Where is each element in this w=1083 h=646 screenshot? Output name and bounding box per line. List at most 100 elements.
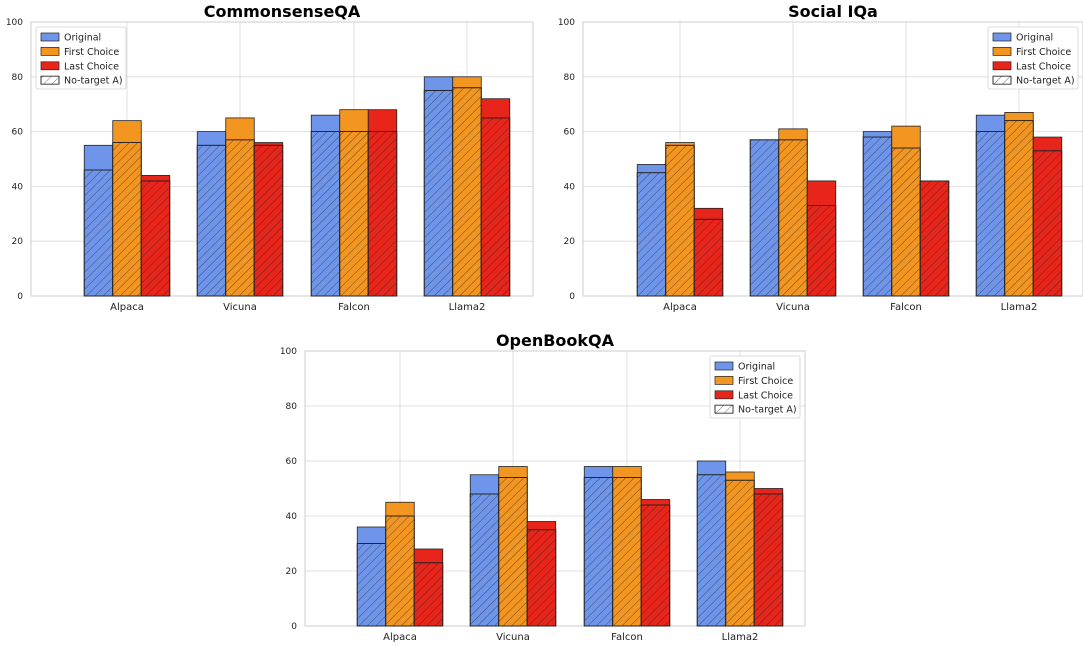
x-tick-label: Falcon <box>338 302 370 313</box>
x-tick-label: Falcon <box>611 632 643 643</box>
bar-first-choice-no-target <box>452 87 482 297</box>
bar-last-choice-no-target <box>640 504 671 627</box>
bar-first-choice-no-target <box>891 147 921 297</box>
legend-label: Original <box>738 362 775 373</box>
bar-last-choice-no-target <box>753 493 784 627</box>
legend-swatch-hatch <box>40 75 60 85</box>
x-tick-label: Llama2 <box>722 632 759 643</box>
bar-first-choice-no-target <box>725 479 755 627</box>
bar-original-no-target <box>356 543 387 627</box>
bar-last-choice-no-target <box>693 218 724 297</box>
bar-original-no-target <box>423 90 454 297</box>
legend-box <box>987 26 1079 90</box>
bar-original-no-target <box>749 139 780 297</box>
bar-last-choice-no-target <box>140 180 171 297</box>
chart-1: CommonsenseQA 0 20 40 60 80 100 Alpaca Vicuna Fal… <box>6 2 534 313</box>
chart-title: Social IQa <box>788 2 878 21</box>
bar-original-no-target <box>196 144 227 297</box>
bar-original-no-target <box>975 131 1006 297</box>
y-tick-label: 20 <box>286 567 298 577</box>
legend-label: No-target A) <box>738 405 797 416</box>
legend-swatch <box>714 361 734 371</box>
x-tick-label: Vicuna <box>776 302 810 313</box>
bar-first-choice-no-target <box>225 139 255 297</box>
bar-first-choice-no-target <box>1004 120 1034 297</box>
bar-first-choice-no-target <box>498 477 528 627</box>
y-tick-label: 40 <box>286 512 298 522</box>
chart-title: CommonsenseQA <box>204 2 361 21</box>
legend-swatch <box>714 390 734 400</box>
legend-label: No-target A) <box>64 76 123 87</box>
bar-last-choice-no-target <box>367 131 398 297</box>
bar-last-choice-no-target <box>806 205 837 297</box>
bar-first-choice-no-target <box>665 144 695 297</box>
legend-label: Original <box>1016 33 1053 44</box>
legend-label: Original <box>64 33 101 44</box>
y-tick-label: 40 <box>564 182 576 192</box>
x-tick-label: Llama2 <box>1001 302 1038 313</box>
bar-first-choice-no-target <box>778 139 808 297</box>
legend-label: Last Choice <box>738 390 793 401</box>
bar-last-choice-no-target <box>526 529 557 627</box>
bar-original-no-target <box>83 169 114 297</box>
legend-swatch <box>40 61 60 71</box>
y-tick-label: 0 <box>569 292 575 302</box>
x-tick-label: Falcon <box>890 302 922 313</box>
x-tick-label: Alpaca <box>383 632 417 643</box>
legend-swatch <box>40 47 60 56</box>
legend-swatch <box>40 32 60 42</box>
legend-swatch <box>714 376 734 385</box>
legend-swatch-hatch <box>714 404 734 414</box>
y-tick-label: 60 <box>286 457 298 467</box>
legend: Original First Choice Last Choice No-target… <box>709 355 801 419</box>
legend-label: Last Choice <box>1016 61 1071 72</box>
bar-last-choice-no-target <box>480 117 511 297</box>
chart-title: OpenBookQA <box>496 331 615 350</box>
bar-last-choice-no-target <box>413 562 444 627</box>
bar-first-choice-no-target <box>112 142 142 297</box>
y-tick-label: 40 <box>12 182 24 192</box>
y-tick-label: 0 <box>291 622 297 632</box>
bar-first-choice-no-target <box>339 131 369 297</box>
legend-label: Last Choice <box>64 61 119 72</box>
legend-label: First Choice <box>64 47 119 58</box>
y-tick-label: 20 <box>12 237 24 247</box>
bar-original-no-target <box>469 493 500 627</box>
legend-label: First Choice <box>1016 47 1071 58</box>
legend-swatch <box>992 61 1012 71</box>
y-tick-label: 80 <box>564 73 576 83</box>
bar-last-choice-no-target <box>1032 150 1063 297</box>
bar-first-choice-no-target <box>385 515 415 627</box>
legend-swatch <box>992 32 1012 42</box>
bar-original-no-target <box>310 131 341 297</box>
x-tick-label: Alpaca <box>663 302 697 313</box>
bar-original-no-target <box>636 172 667 297</box>
y-tick-label: 80 <box>286 402 298 412</box>
legend-box <box>709 355 801 419</box>
legend: Original First Choice Last Choice No-target… <box>35 26 127 90</box>
x-tick-label: Vicuna <box>223 302 257 313</box>
legend-swatch <box>992 47 1012 56</box>
bar-first-choice-no-target <box>612 477 642 627</box>
legend: Original First Choice Last Choice No-target… <box>987 26 1079 90</box>
x-tick-label: Llama2 <box>449 302 486 313</box>
chart-3: OpenBookQA 0 20 40 60 80 100 Alpaca Vicuna Falcon… <box>280 331 806 643</box>
y-tick-label: 100 <box>280 347 297 357</box>
y-tick-label: 100 <box>558 18 575 28</box>
legend-label: No-target A) <box>1016 76 1075 87</box>
chart-2: Social IQa 0 20 40 60 80 100 Alpaca Vicuna Falcon… <box>558 2 1083 313</box>
legend-label: First Choice <box>738 376 793 387</box>
x-tick-label: Vicuna <box>496 632 530 643</box>
legend-box <box>35 26 127 90</box>
bar-last-choice-no-target <box>919 180 950 297</box>
x-tick-label: Alpaca <box>110 302 144 313</box>
bar-original-no-target <box>583 477 614 627</box>
bar-last-choice-no-target <box>253 144 284 297</box>
y-tick-label: 20 <box>564 237 576 247</box>
y-tick-label: 60 <box>12 128 24 138</box>
bar-original-no-target <box>862 136 893 297</box>
bar-original-no-target <box>696 474 727 627</box>
y-tick-label: 60 <box>564 128 576 138</box>
legend-swatch-hatch <box>992 75 1012 85</box>
